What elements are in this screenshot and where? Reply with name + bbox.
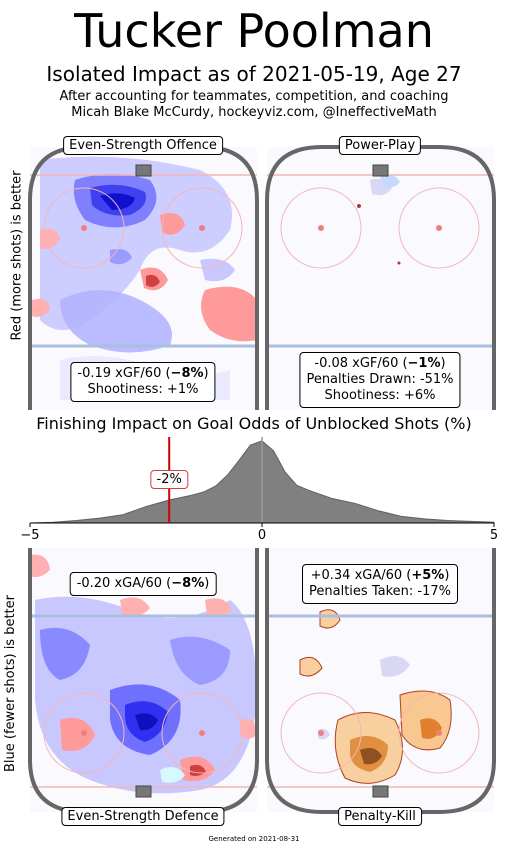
penalty-kill-label: Penalty-Kill [338, 807, 422, 826]
es-defence-xg-pct: −8% [171, 576, 205, 591]
penalty-kill-xg-rate: +0.34 xGA/60 ( [310, 568, 412, 583]
player-marker-label: -2% [150, 470, 188, 489]
x-tick-label: −5 [20, 528, 40, 543]
es-offence-xg-rate: -0.19 xGF/60 ( [77, 366, 171, 381]
power-play-xg-close: ) [440, 356, 446, 371]
player-name: Tucker Poolman [74, 4, 434, 58]
es-offence-shootiness: Shootiness: +1% [87, 382, 199, 397]
es-offence-label: Even-Strength Offence [63, 136, 223, 155]
power-play-xg-rate: -0.08 xGF/60 ( [314, 356, 408, 371]
penalty-kill-heatmap [299, 609, 452, 784]
es-defence-stats: -0.20 xGA/60 (−8%) [69, 572, 217, 596]
power-play-penalties-drawn: Penalties Drawn: -51% [306, 372, 454, 387]
page-subtitle: Isolated Impact as of 2021-05-19, Age 27 [46, 62, 462, 86]
es-defence-rink [28, 548, 259, 814]
penalty-kill-xg-close: ) [444, 568, 450, 583]
generated-note: Generated on 2021-08-31 [208, 835, 300, 843]
es-offence-xg-close: ) [203, 366, 209, 381]
power-play-xg-pct: −1% [407, 356, 441, 371]
es-defence-xg-rate: -0.20 xGA/60 ( [76, 576, 172, 591]
power-play-stats: -0.08 xGF/60 (−1%) Penalties Drawn: -51%… [299, 352, 461, 408]
es-offence-stats: -0.19 xGF/60 (−8%) Shootiness: +1% [70, 362, 216, 402]
defence-axis-label: Blue (fewer shots) is better [3, 595, 18, 772]
penalty-kill-xg-pct: +5% [411, 568, 445, 583]
x-tick-label: 5 [489, 528, 499, 543]
chart-title: Finishing Impact on Goal Odds of Unblock… [36, 414, 472, 433]
es-defence-label: Even-Strength Defence [61, 807, 225, 826]
power-play-shootiness: Shootiness: +6% [324, 388, 436, 403]
power-play-heatmap [357, 174, 401, 265]
power-play-label: Power-Play [338, 136, 422, 155]
finishing-impact-chart [29, 437, 495, 527]
penalty-kill-stats: +0.34 xGA/60 (+5%) Penalties Taken: -17% [302, 564, 458, 604]
offence-axis-label: Red (more shots) is better [9, 170, 25, 341]
methodology-note: After accounting for teammates, competit… [59, 89, 449, 104]
x-tick-label: 0 [257, 528, 267, 543]
es-offence-xg-pct: −8% [170, 366, 204, 381]
es-defence-xg-close: ) [204, 576, 210, 591]
author-credit: Micah Blake McCurdy, hockeyviz.com, @Ine… [71, 105, 437, 120]
penalty-kill-penalties-taken: Penalties Taken: -17% [309, 584, 451, 599]
